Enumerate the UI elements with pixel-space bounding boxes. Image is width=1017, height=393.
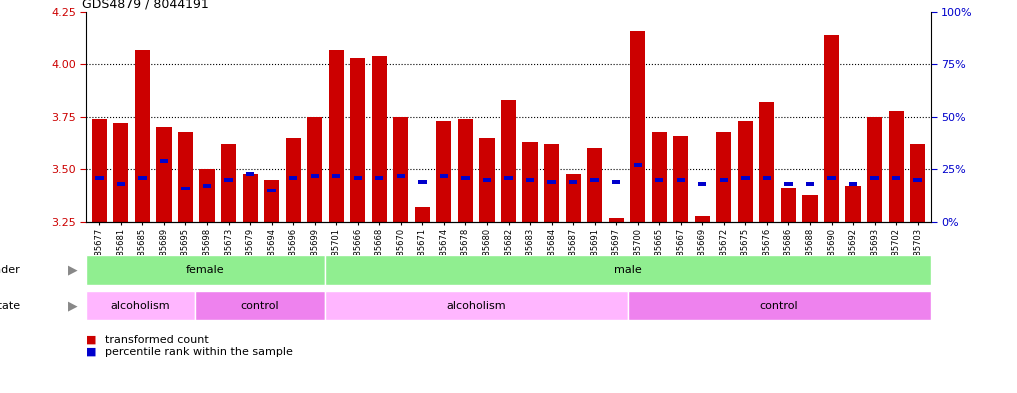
Bar — [627, 291, 931, 320]
Bar — [720, 178, 728, 182]
Bar — [418, 180, 426, 184]
Text: gender: gender — [0, 265, 20, 275]
Text: alcoholism: alcoholism — [111, 301, 171, 310]
Bar — [135, 50, 149, 222]
Bar — [544, 144, 559, 222]
Bar — [587, 149, 602, 222]
Bar — [415, 208, 430, 222]
Bar — [523, 142, 538, 222]
Bar — [92, 119, 107, 222]
Bar — [160, 159, 168, 163]
Text: GDS4879 / 8044191: GDS4879 / 8044191 — [82, 0, 208, 11]
Bar — [397, 174, 405, 178]
Bar — [889, 110, 904, 222]
Text: ▶: ▶ — [68, 264, 78, 277]
Bar — [243, 174, 257, 222]
Bar — [372, 56, 386, 222]
Bar — [608, 218, 623, 222]
Bar — [871, 176, 879, 180]
Bar — [324, 255, 931, 285]
Bar — [138, 176, 146, 180]
Bar — [96, 176, 104, 180]
Bar — [868, 117, 882, 222]
Bar — [178, 132, 193, 222]
Bar — [565, 174, 581, 222]
Bar — [194, 291, 324, 320]
Bar — [350, 58, 365, 222]
Bar — [698, 182, 707, 186]
Bar — [824, 35, 839, 222]
Bar — [631, 31, 645, 222]
Bar — [199, 169, 215, 222]
Bar — [221, 144, 236, 222]
Bar — [479, 138, 494, 222]
Bar — [86, 255, 324, 285]
Text: ■: ■ — [86, 335, 97, 345]
Bar — [805, 182, 815, 186]
Bar — [307, 117, 322, 222]
Bar — [695, 216, 710, 222]
Bar — [483, 178, 491, 182]
Bar — [462, 176, 470, 180]
Bar — [655, 178, 663, 182]
Bar — [781, 188, 796, 222]
Bar — [324, 291, 627, 320]
Bar — [328, 50, 344, 222]
Bar — [501, 100, 516, 222]
Bar — [913, 178, 921, 182]
Bar — [286, 138, 301, 222]
Bar — [439, 174, 448, 178]
Bar — [763, 176, 771, 180]
Bar — [246, 172, 254, 176]
Bar — [202, 184, 212, 188]
Bar — [117, 182, 125, 186]
Bar — [741, 176, 750, 180]
Bar — [113, 123, 128, 222]
Bar — [310, 174, 319, 178]
Bar — [828, 176, 836, 180]
Bar — [716, 132, 731, 222]
Bar — [526, 178, 534, 182]
Bar — [458, 119, 473, 222]
Bar — [673, 136, 689, 222]
Bar — [676, 178, 684, 182]
Bar — [181, 187, 189, 190]
Bar — [784, 182, 792, 186]
Bar — [612, 180, 620, 184]
Bar — [267, 189, 276, 193]
Bar — [892, 176, 900, 180]
Bar — [264, 180, 280, 222]
Bar — [225, 178, 233, 182]
Bar — [760, 102, 774, 222]
Bar — [504, 176, 513, 180]
Bar — [910, 144, 925, 222]
Bar — [634, 163, 642, 167]
Bar — [547, 180, 555, 184]
Bar — [333, 174, 341, 178]
Bar — [802, 195, 818, 222]
Text: transformed count: transformed count — [105, 335, 208, 345]
Text: male: male — [613, 265, 642, 275]
Text: alcoholism: alcoholism — [446, 301, 505, 310]
Text: control: control — [760, 301, 798, 310]
Text: female: female — [186, 265, 225, 275]
Bar — [354, 176, 362, 180]
Bar — [737, 121, 753, 222]
Bar — [849, 182, 857, 186]
Bar — [652, 132, 667, 222]
Text: percentile rank within the sample: percentile rank within the sample — [105, 347, 293, 357]
Text: control: control — [240, 301, 279, 310]
Bar — [86, 291, 194, 320]
Bar — [289, 176, 297, 180]
Text: disease state: disease state — [0, 301, 20, 310]
Bar — [591, 178, 599, 182]
Bar — [436, 121, 452, 222]
Bar — [394, 117, 409, 222]
Bar — [375, 176, 383, 180]
Text: ■: ■ — [86, 347, 97, 357]
Bar — [845, 186, 860, 222]
Text: ▶: ▶ — [68, 299, 78, 312]
Bar — [569, 180, 578, 184]
Bar — [157, 127, 172, 222]
